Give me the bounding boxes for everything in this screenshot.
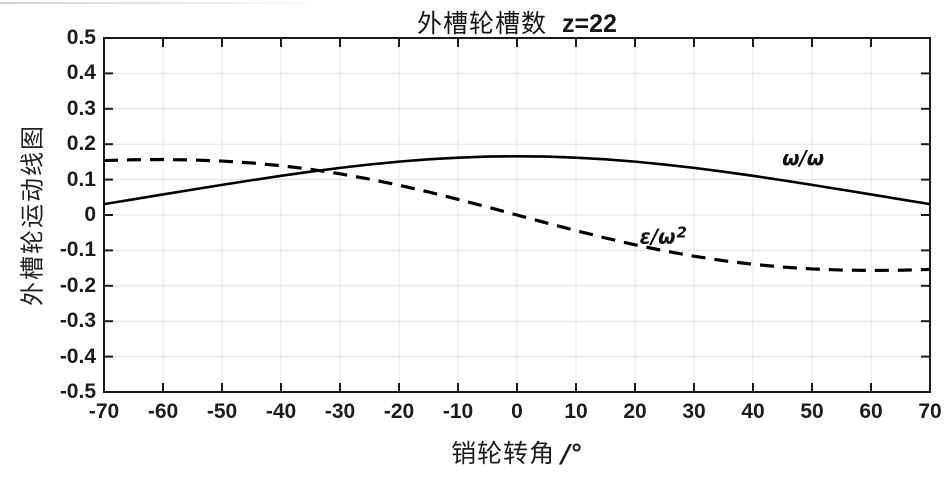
x-tick-label: -40 — [265, 400, 297, 423]
chart-title-math: z=22 — [562, 10, 617, 38]
x-tick-label: 20 — [623, 400, 647, 423]
x-tick-label: -10 — [442, 400, 474, 423]
curve-annotation-superscript: 2 — [676, 223, 687, 242]
x-tick-label: 10 — [564, 400, 588, 423]
x-axis-label-unit: /° — [561, 439, 583, 468]
curve-label-omega: ω/ω — [782, 146, 824, 170]
y-tick-label: 0.5 — [66, 26, 96, 49]
x-tick-label: -30 — [324, 400, 356, 423]
x-tick-label: 60 — [859, 400, 883, 423]
y-tick-label: -0.1 — [59, 238, 96, 262]
x-axis-label: 销轮转角/° — [451, 434, 583, 470]
y-tick-label: -0.3 — [59, 309, 96, 333]
y-tick-label: 0.1 — [66, 167, 96, 191]
chart-title: 外槽轮槽数 z=22 — [417, 4, 617, 40]
x-tick-label: 40 — [741, 400, 765, 423]
y-tick-label: -0.5 — [59, 380, 96, 403]
curve-epsilon — [103, 157, 931, 273]
x-axis-label-cjk: 销轮转角 — [451, 441, 556, 468]
x-tick-label: -50 — [206, 400, 238, 423]
x-tick-label: 70 — [918, 400, 942, 423]
x-tick-label: -60 — [147, 400, 179, 423]
x-tick-label: 0 — [511, 400, 523, 423]
y-tick-label: 0.2 — [66, 132, 96, 156]
x-tick-label: 50 — [800, 400, 824, 423]
y-tick-label: -0.4 — [59, 344, 96, 368]
chart-title-cjk: 外槽轮槽数 — [417, 11, 548, 38]
curve-annotation-text: ω/ω — [782, 146, 825, 171]
curve-label-epsilon: ε/ω2 — [640, 224, 687, 249]
y-tick-label: 0 — [84, 203, 96, 226]
curve-omega — [103, 154, 931, 206]
curve-annotation-text: ε/ω — [639, 224, 676, 249]
x-tick-label: -70 — [88, 400, 120, 423]
y-tick-label: -0.2 — [59, 273, 96, 297]
x-tick-label: -20 — [383, 400, 415, 423]
y-tick-label: 0.4 — [66, 61, 96, 85]
scan-artifact-line — [0, 2, 338, 4]
x-tick-label: 30 — [682, 400, 706, 423]
y-tick-label: 0.3 — [66, 96, 96, 120]
